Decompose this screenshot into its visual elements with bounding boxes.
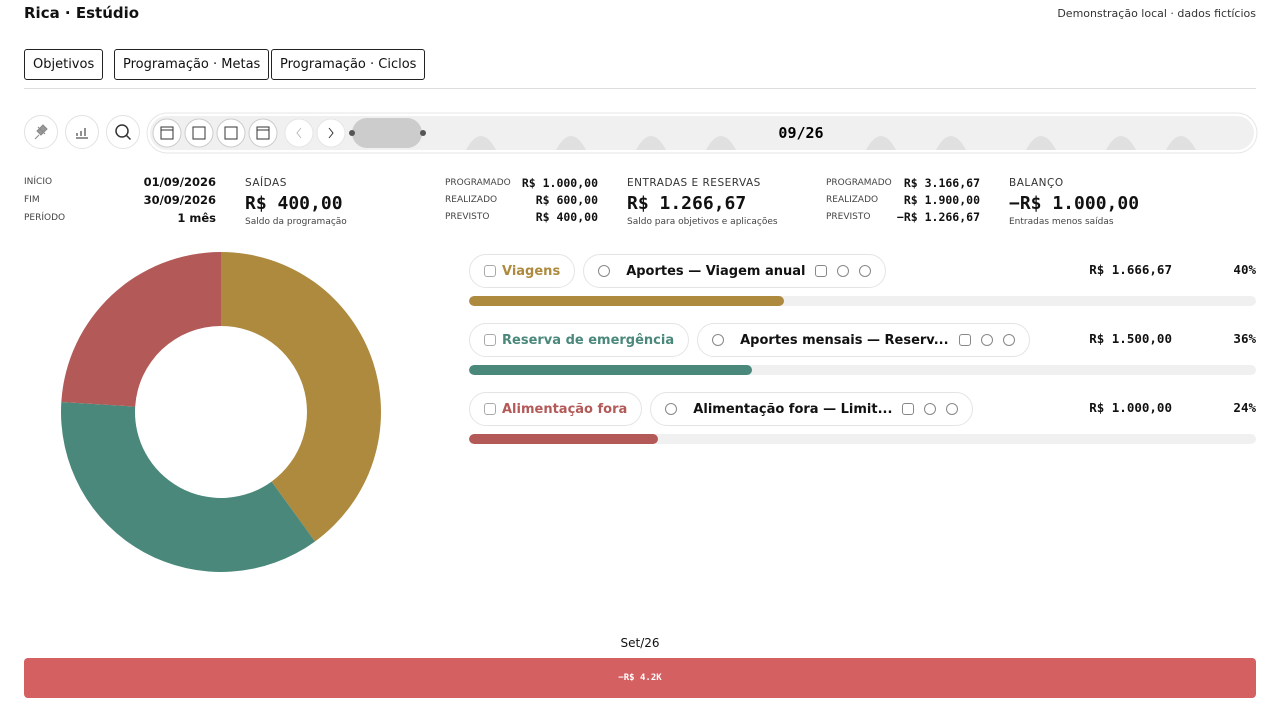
progress-track <box>469 365 1256 375</box>
goal-row: Alimentação fora Alimentação fora — Limit… <box>469 392 974 426</box>
category-icon <box>484 334 496 346</box>
brand: Rica · Estúdio <box>24 4 140 22</box>
plan-action[interactable] <box>946 403 959 415</box>
plan-icon <box>665 403 678 415</box>
detail-value: R$ 400,00 <box>535 210 598 224</box>
category-name: Reserva de emergência <box>502 332 675 348</box>
period-label: FIM <box>24 195 40 205</box>
summary-title: SAÍDAS <box>245 177 287 189</box>
plan-icon <box>598 265 611 277</box>
goal-amount: R$ 1.000,00 <box>1089 400 1172 415</box>
plan-name: Aportes mensais — Reserv... <box>740 332 949 348</box>
category-chip[interactable]: Alimentação fora <box>469 392 643 426</box>
category-name: Viagens <box>502 263 561 279</box>
detail-label: PREVISTO <box>826 212 871 222</box>
donut-chart <box>61 252 382 572</box>
footer-month: Set/26 <box>620 636 660 650</box>
goal-percent: 24% <box>1233 400 1256 415</box>
detail-label: PREVISTO <box>445 212 490 222</box>
detail-value: R$ 1.900,00 <box>903 193 980 207</box>
plan-action[interactable] <box>859 265 872 277</box>
plan-chip[interactable]: Aportes mensais — Reserv... <box>697 323 1030 357</box>
tab[interactable]: Programação · Ciclos <box>271 49 426 80</box>
period-value: 01/09/2026 <box>143 175 216 189</box>
detail-value: R$ 600,00 <box>535 193 598 207</box>
category-chip[interactable]: Reserva de emergência <box>469 323 690 357</box>
summary-caption: Saldo da programação <box>245 217 347 227</box>
search-button[interactable] <box>106 115 140 149</box>
progress-track <box>469 296 1256 306</box>
detail-label: REALIZADO <box>445 195 498 205</box>
detail-value: R$ 1.000,00 <box>521 176 598 190</box>
detail-value: −R$ 1.266,67 <box>896 210 980 224</box>
detail-label: REALIZADO <box>826 195 879 205</box>
plan-name: Alimentação fora — Limit... <box>693 401 893 417</box>
header-note: Demonstração local · dados fictícios <box>1057 7 1256 20</box>
pin-button[interactable] <box>24 115 58 149</box>
divider <box>24 88 1256 89</box>
timeline: 09/26 <box>146 112 1258 154</box>
plan-chip[interactable]: Alimentação fora — Limit... <box>650 392 974 426</box>
plan-action[interactable] <box>815 265 828 277</box>
plan-icon <box>712 334 725 346</box>
tab[interactable]: Programação · Metas <box>114 49 270 80</box>
detail-label: PROGRAMADO <box>826 178 892 188</box>
goal-percent: 40% <box>1233 262 1256 277</box>
progress-track <box>469 434 1256 444</box>
donut-segment <box>221 252 382 542</box>
goal-percent: 36% <box>1233 331 1256 346</box>
plan-action[interactable] <box>980 334 993 346</box>
progress-fill <box>469 434 658 444</box>
period-value: 30/09/2026 <box>143 193 216 207</box>
donut-segment <box>61 401 316 572</box>
tab[interactable]: Objetivos <box>24 49 104 80</box>
footer-balance: −R$ 4.2K <box>24 658 1256 698</box>
donut-segment <box>61 252 222 407</box>
period-label: PERÍODO <box>24 213 66 223</box>
period-value: 1 mês <box>177 211 216 225</box>
summary-amount: −R$ 1.000,00 <box>1009 193 1140 214</box>
plan-action[interactable] <box>924 403 937 415</box>
plan-name: Aportes — Viagem anual <box>626 263 806 279</box>
category-chip[interactable]: Viagens <box>469 254 576 288</box>
plan-chip[interactable]: Aportes — Viagem anual <box>583 254 887 288</box>
plan-action[interactable] <box>902 403 915 415</box>
detail-value: R$ 3.166,67 <box>903 176 980 190</box>
progress-fill <box>469 296 784 306</box>
summary-caption: Entradas menos saídas <box>1009 217 1114 227</box>
summary-title: ENTRADAS E RESERVAS <box>627 177 761 189</box>
plan-action[interactable] <box>958 334 971 346</box>
category-name: Alimentação fora <box>502 401 628 417</box>
category-icon <box>484 265 496 277</box>
detail-label: PROGRAMADO <box>445 178 511 188</box>
timeline-label: 09/26 <box>778 124 823 142</box>
goal-amount: R$ 1.666,67 <box>1089 262 1172 277</box>
plan-action[interactable] <box>837 265 850 277</box>
goal-row: Reserva de emergência Aportes mensais — R… <box>469 323 1030 357</box>
chart-button[interactable] <box>65 115 99 149</box>
category-icon <box>484 403 496 415</box>
goal-row: Viagens Aportes — Viagem anual <box>469 254 887 288</box>
period-label: INÍCIO <box>24 177 53 187</box>
plan-action[interactable] <box>1002 334 1015 346</box>
goal-amount: R$ 1.500,00 <box>1089 331 1172 346</box>
progress-fill <box>469 365 753 375</box>
summary-title: BALANÇO <box>1009 177 1064 189</box>
summary-amount: R$ 1.266,67 <box>627 193 747 214</box>
summary-caption: Saldo para objetivos e aplicações <box>627 217 778 227</box>
summary-amount: R$ 400,00 <box>245 193 343 214</box>
